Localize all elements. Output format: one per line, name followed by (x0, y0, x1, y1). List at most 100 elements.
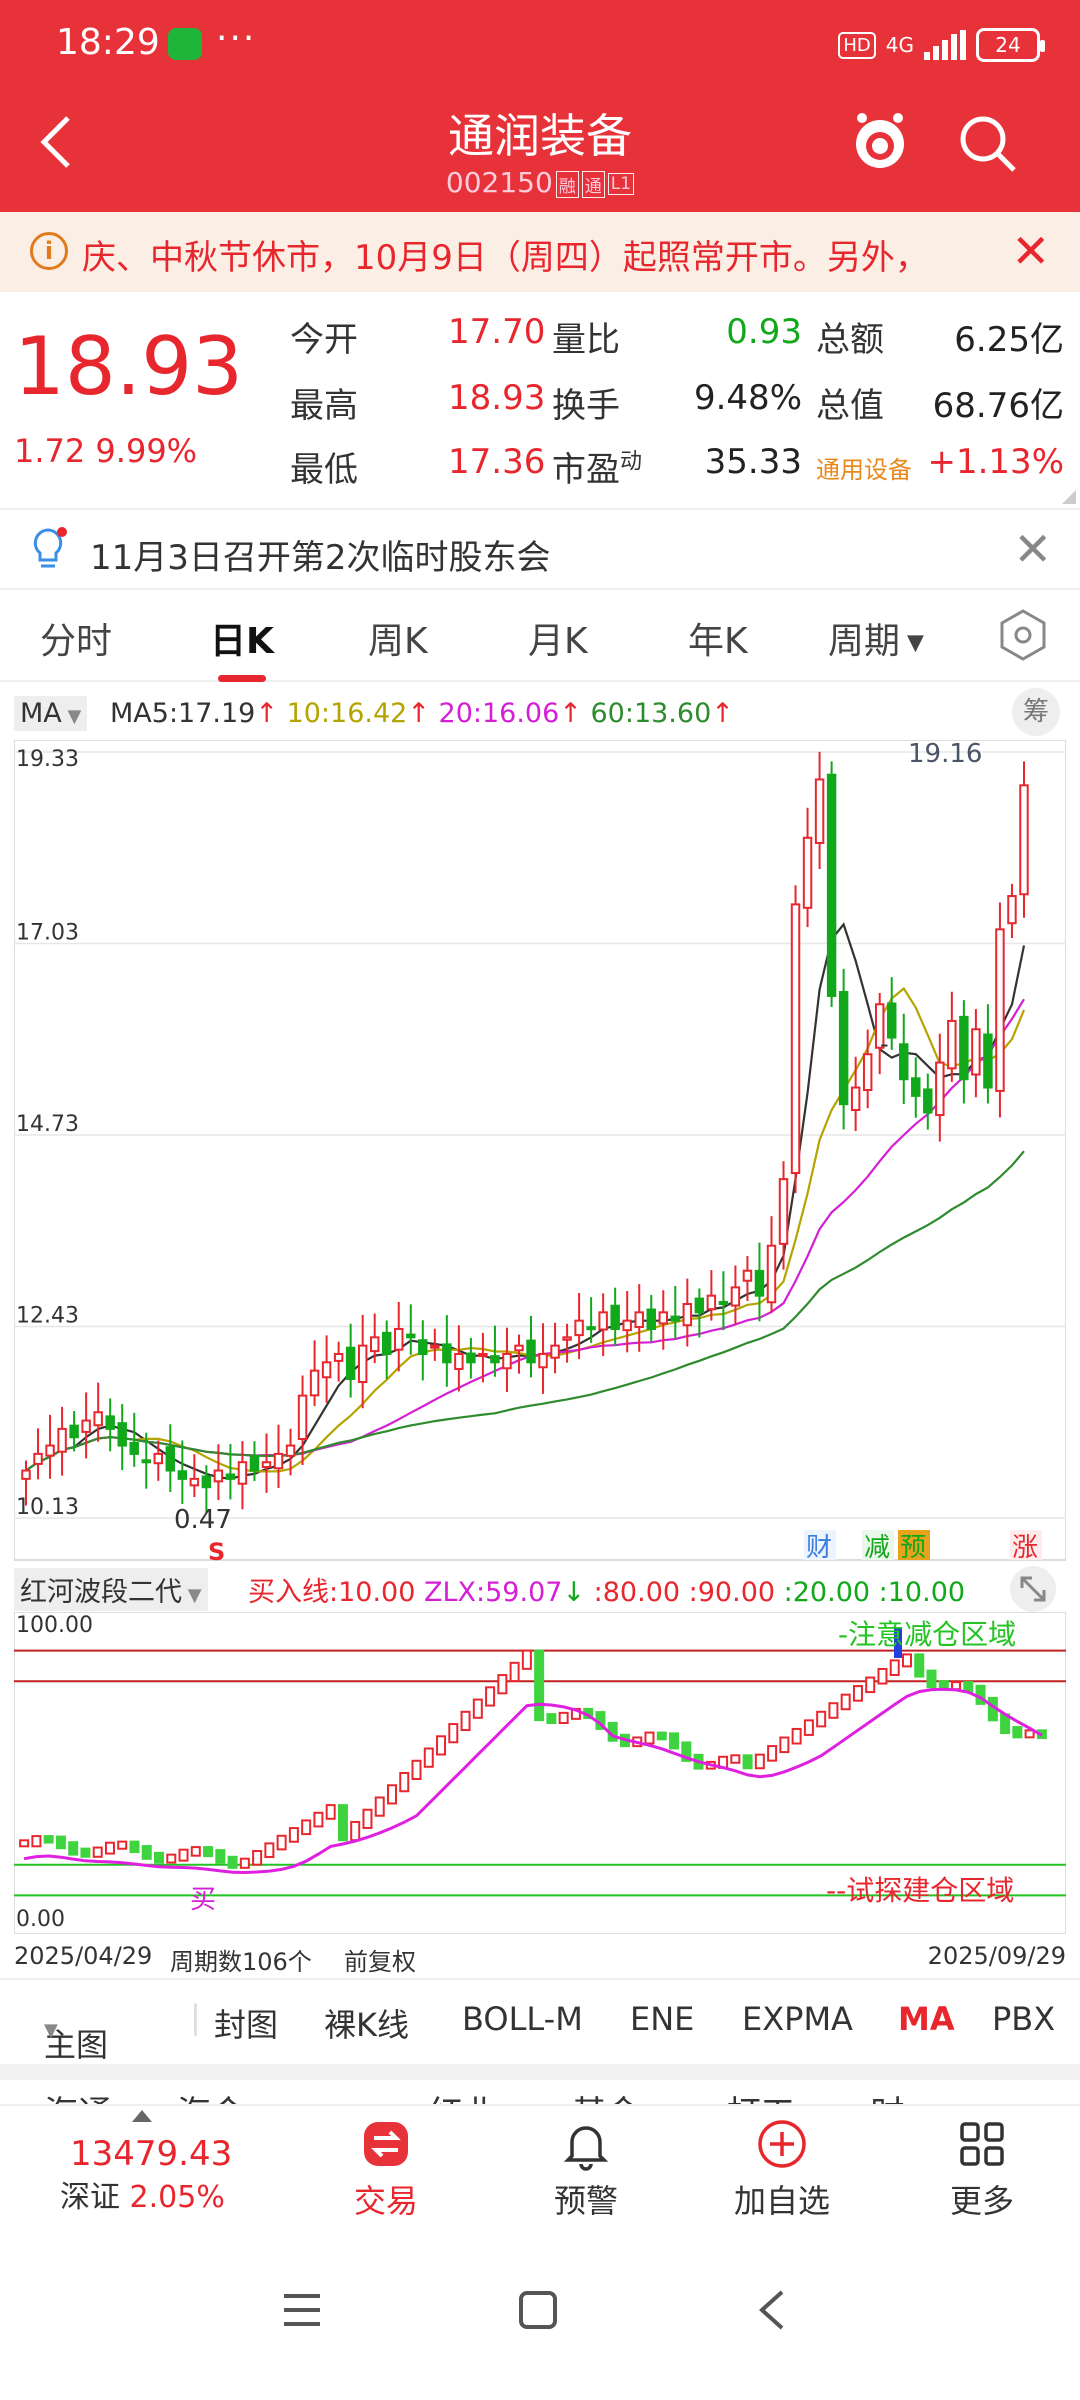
tab-pbx[interactable]: PBX (992, 2000, 1056, 2038)
stock-code-line: 002150 融通 L1 (0, 166, 1080, 199)
candle-body (165, 1446, 176, 1472)
tab-intraday[interactable]: 分时 (40, 621, 113, 662)
tab-period[interactable]: 周期 ▼ (828, 612, 924, 664)
candle-body (886, 1002, 897, 1039)
nav-alert[interactable]: 预警 (516, 2116, 656, 2222)
index-name: 深证 (60, 2180, 120, 2215)
back-icon[interactable] (36, 112, 76, 172)
candle-body (285, 1444, 296, 1457)
expand-icon[interactable] (1010, 1566, 1056, 1612)
close-icon[interactable]: ✕ (1011, 224, 1050, 278)
tab-seal[interactable]: 封图 (214, 2006, 279, 2044)
home-icon[interactable] (518, 2290, 558, 2330)
signal-icon (924, 30, 966, 60)
candle-body (273, 1452, 284, 1470)
bottom-nav: 13479.43 深证 2.05% 交易 预警 加自选 更多 (0, 2104, 1080, 2224)
nav-trade[interactable]: 交易 (316, 2116, 456, 2222)
change-pct: 9.99% (95, 432, 198, 470)
margin-tag: 融 (555, 170, 579, 198)
ind-bar (485, 1686, 496, 1707)
ind-bar (644, 1731, 655, 1745)
ind-bar (92, 1846, 103, 1858)
ind-bar (31, 1835, 42, 1848)
candle-body (923, 1088, 933, 1114)
tab-yearly-k[interactable]: 年K (688, 621, 748, 662)
period-tabs: 分时 日K 周K 月K 年K 周期 ▼ (0, 590, 1080, 682)
tab-expma[interactable]: EXPMA (742, 2000, 853, 2038)
tab-daily-k[interactable]: 日K (210, 612, 274, 682)
line-20: :20.00 (783, 1577, 871, 1608)
nav-add-watchlist[interactable]: 加自选 (712, 2116, 852, 2222)
nav-more[interactable]: 更多 (912, 2116, 1052, 2222)
candle-body (105, 1415, 115, 1430)
event-bar[interactable]: 11月3日召开第2次临时股东会 ✕ (0, 512, 1080, 590)
expand-corner-icon[interactable] (1062, 490, 1076, 504)
change-value: 1.72 (14, 432, 86, 470)
bell-icon (563, 2126, 609, 2171)
tab-ene[interactable]: ENE (630, 2000, 695, 2038)
candle-body (874, 1003, 885, 1049)
tab-ma[interactable]: MA (898, 2000, 955, 2038)
badge-limit-up[interactable]: 涨 (1012, 1533, 1038, 1562)
candle-body (21, 1469, 31, 1480)
candle-body (369, 1336, 380, 1353)
industry-change: +1.13% (927, 442, 1065, 482)
candle-body (490, 1355, 500, 1364)
candle-body (514, 1344, 524, 1352)
candle-body (430, 1344, 440, 1349)
sub-indicator-name: 红河波段二代 (20, 1577, 182, 1608)
ind-bar (239, 1857, 250, 1869)
candle-body (971, 1028, 981, 1076)
ind-bars (19, 1649, 1047, 1869)
chip-distribution-button[interactable]: 筹 (1012, 688, 1060, 736)
y-tick-label: 12.43 (16, 1304, 79, 1329)
badge-reduce[interactable]: 减 (864, 1533, 890, 1562)
tab-boll-m[interactable]: BOLL-M (462, 2000, 583, 2038)
candle-body (911, 1077, 921, 1097)
tab-naked-k[interactable]: 裸K线 (324, 2006, 409, 2044)
candle-body (706, 1294, 717, 1311)
sub-indicator-select[interactable]: 红河波段二代 ▼ (14, 1568, 208, 1611)
holiday-notice[interactable]: i 庆、中秋节休市，10月9日（周四）起照常开市。另外， ✕ (0, 212, 1080, 292)
tab-weekly-k[interactable]: 周K (368, 621, 428, 662)
candle-body (718, 1300, 729, 1306)
ind-ytick-top: 100.00 (16, 1613, 93, 1638)
mascot-icon[interactable] (850, 108, 910, 174)
ind-bar (779, 1736, 790, 1754)
adjust-mode[interactable]: 前复权 (344, 1948, 416, 1976)
nav-trade-label: 交易 (353, 2182, 418, 2220)
candle-body (646, 1308, 656, 1330)
ind-bar (313, 1811, 324, 1828)
kline-ma-lines (25, 922, 1026, 1481)
nav-add-label: 加自选 (733, 2182, 830, 2220)
sub-indicator-chart[interactable]: 100.00 0.00 -注意减仓区域 --试探建仓区域 买 (14, 1612, 1066, 1934)
sub-indicator-legend: 红河波段二代 ▼ 买入线:10.00 ZLX:59.07↓ :80.00 :90… (0, 1562, 1080, 1612)
badge-finance[interactable]: 财 (806, 1533, 832, 1562)
tab-monthly-k[interactable]: 月K (528, 621, 588, 662)
ind-bar (264, 1842, 275, 1859)
ma5-line (25, 922, 1026, 1481)
back-nav-icon[interactable] (756, 2288, 786, 2332)
ind-bar (448, 1723, 459, 1744)
tab-main-label: 主图 (44, 2026, 109, 2064)
badge-forecast[interactable]: 预 (900, 1533, 926, 1562)
main-indicator-select[interactable]: MA ▼ (14, 696, 88, 731)
ind-bar (852, 1685, 863, 1702)
ind-bar (325, 1804, 336, 1820)
label-market-cap: 总值 (816, 386, 884, 426)
search-icon[interactable] (956, 112, 1018, 174)
last-price: 18.93 (14, 320, 244, 413)
menu-icon[interactable] (282, 2292, 322, 2328)
industry-link[interactable]: 通用设备 (816, 456, 912, 484)
kline-chart[interactable]: 19.33 17.03 14.73 12.43 10.13 19.16 0.47 S -… (14, 740, 1066, 1562)
divider: | (190, 1998, 201, 2036)
label-turnover-rate: 换手 (552, 386, 620, 426)
settings-hex-icon[interactable] (998, 608, 1048, 662)
ma-legend: MA ▼ MA5:17.19↑ 10:16.42↑ 20:16.06↑ 60:1… (0, 690, 1080, 740)
candle-body (1007, 895, 1017, 925)
close-icon[interactable]: ✕ (1013, 522, 1052, 576)
candle-body (766, 1244, 777, 1304)
ind-bar (656, 1731, 667, 1741)
ma5-value: MA5:17.19 (110, 698, 256, 729)
candle-body (550, 1344, 560, 1359)
